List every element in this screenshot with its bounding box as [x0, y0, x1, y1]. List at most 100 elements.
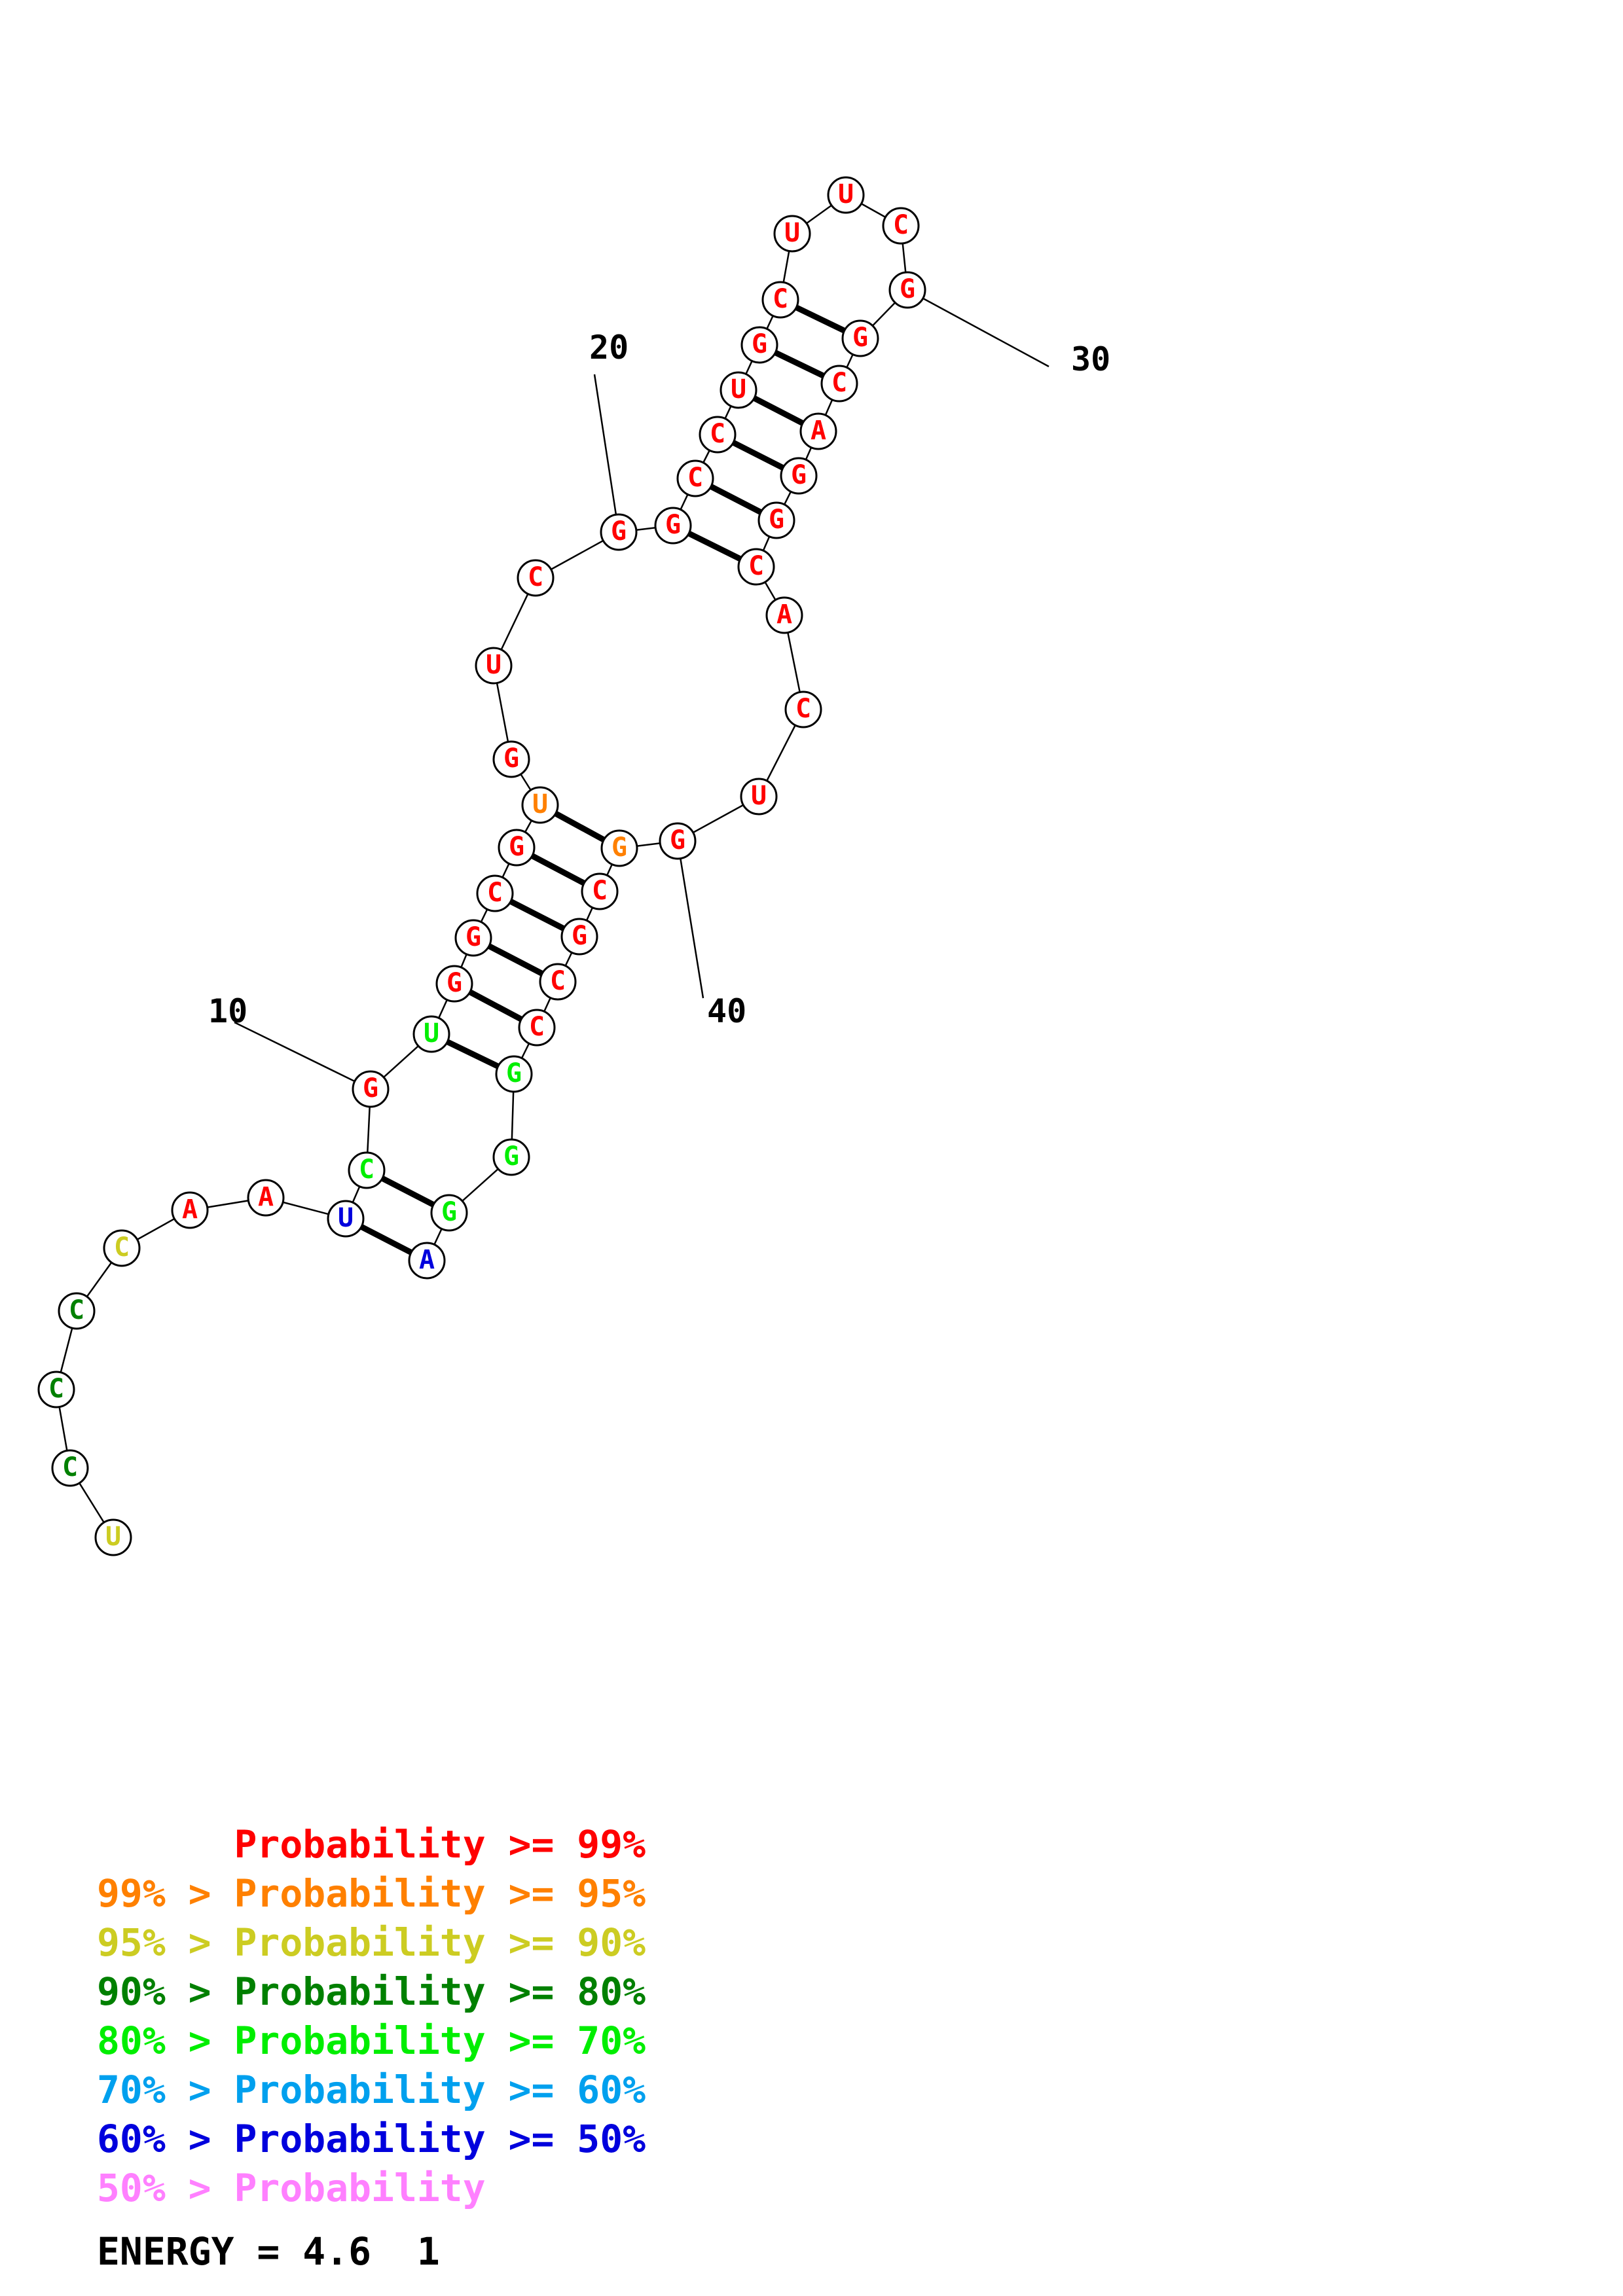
nucleotide-base: U: [486, 650, 501, 680]
position-tick: [676, 840, 704, 999]
nucleotide-circle: [720, 371, 757, 409]
nucleotide-base: G: [769, 505, 784, 535]
nucleotide-circle: [492, 740, 530, 778]
nucleotide-circle: [676, 459, 714, 497]
nucleotide-base: A: [258, 1182, 274, 1212]
nucleotide: C: [676, 459, 714, 497]
nucleotide: G: [492, 740, 530, 778]
legend-entry: Probability >= 99%: [97, 1822, 646, 1867]
nucleotide-circle: [348, 1151, 386, 1189]
nucleotide-base: C: [773, 284, 788, 314]
nucleotide-base: G: [791, 460, 807, 490]
nucleotide-base: G: [441, 1197, 457, 1227]
nucleotide-base: C: [528, 562, 543, 592]
nucleotide: U: [720, 371, 757, 409]
nucleotide-circle: [408, 1242, 446, 1280]
nucleotide-base: C: [710, 419, 725, 449]
backbone: [55, 194, 909, 1538]
nucleotide-base: A: [182, 1194, 198, 1225]
nucleotide: G: [888, 271, 926, 309]
nucleotide: G: [740, 326, 778, 364]
nucleotide-base: U: [838, 179, 854, 209]
nucleotide-circle: [799, 412, 837, 450]
nucleotide: U: [827, 176, 865, 214]
nucleotide: G: [600, 513, 638, 551]
nucleotide: C: [348, 1151, 386, 1189]
nucleotide: C: [476, 874, 514, 912]
nucleotide-circle: [103, 1229, 141, 1267]
nucleotide-base: U: [532, 789, 548, 819]
nucleotide-circle: [820, 365, 858, 403]
nucleotide: G: [435, 965, 473, 1003]
nucleotide-base: C: [359, 1155, 374, 1185]
nucleotide-base: C: [795, 694, 811, 724]
nucleotide-circle: [171, 1191, 209, 1229]
nucleotide: C: [539, 963, 577, 1001]
nucleotide-circle: [600, 513, 638, 551]
nucleotide: G: [841, 319, 879, 357]
nucleotide-base: U: [338, 1203, 354, 1233]
nucleotide-base: C: [550, 966, 566, 996]
nucleotide: C: [820, 365, 858, 403]
position-number: 40: [707, 992, 746, 1030]
legend-entry: 60% > Probability >= 50%: [97, 2117, 646, 2161]
nucleotide: G: [495, 1055, 533, 1093]
nucleotide: A: [765, 596, 803, 634]
energy-label: ENERGY = 4.6 1: [97, 2229, 440, 2274]
nucleotide-circle: [454, 919, 492, 957]
nucleotide: G: [454, 919, 492, 957]
nucleotide-base: G: [752, 329, 767, 359]
position-number: 10: [208, 992, 247, 1030]
legend-entry: 99% > Probability >= 95%: [97, 1871, 646, 1916]
nucleotide: C: [518, 1009, 556, 1047]
nucleotide-base: U: [424, 1018, 439, 1049]
nucleotide-circle: [737, 548, 775, 586]
nucleotide: U: [521, 786, 559, 824]
nucleotide: G: [352, 1070, 390, 1108]
position-tick: [234, 1021, 371, 1090]
nucleotide-circle: [435, 965, 473, 1003]
nucleotide-circle: [51, 1449, 89, 1487]
nucleotide-base: G: [665, 510, 681, 540]
nucleotide: C: [51, 1449, 89, 1487]
nucleotide-circle: [58, 1292, 96, 1330]
nucleotide-base: U: [751, 781, 767, 811]
nucleotide-circle: [581, 872, 619, 910]
nucleotide-base: C: [687, 463, 703, 493]
nucleotide-base: G: [363, 1073, 378, 1103]
nucleotide-circle: [841, 319, 879, 357]
nucleotide-circle: [761, 281, 799, 319]
nucleotide-circle: [517, 559, 555, 597]
nucleotide-circle: [492, 1138, 530, 1176]
nucleotide: U: [412, 1015, 450, 1053]
nucleotide: C: [37, 1371, 75, 1408]
nucleotide-base: C: [831, 368, 847, 398]
nucleotide-circle: [740, 778, 778, 816]
base-pair-bonds: [344, 296, 862, 1263]
nucleotide: U: [94, 1518, 132, 1556]
probability-legend: Probability >= 99%99% > Probability >= 9…: [97, 1822, 646, 2210]
nucleotide-base: A: [776, 600, 792, 630]
nucleotide: G: [492, 1138, 530, 1176]
nucleotide-circle: [740, 326, 778, 364]
nucleotide-circle: [521, 786, 559, 824]
nucleotide-circle: [888, 271, 926, 309]
position-tick: [593, 374, 620, 533]
nucleotide-circle: [780, 457, 818, 495]
nucleotide: C: [761, 281, 799, 319]
nucleotide: C: [699, 416, 737, 454]
nucleotide-circle: [327, 1200, 365, 1238]
nucleotide-base: C: [114, 1232, 130, 1263]
nucleotide: C: [517, 559, 555, 597]
nucleotide-circle: [94, 1518, 132, 1556]
nucleotide: G: [654, 507, 692, 545]
nucleotide-base: C: [893, 210, 909, 240]
nucleotide-base: G: [509, 832, 524, 862]
legend-entry: 90% > Probability >= 80%: [97, 1969, 646, 2014]
nucleotide: A: [247, 1179, 285, 1217]
nucleotide-circle: [495, 1055, 533, 1093]
nucleotide-circle: [784, 691, 822, 728]
nucleotide-circle: [827, 176, 865, 214]
